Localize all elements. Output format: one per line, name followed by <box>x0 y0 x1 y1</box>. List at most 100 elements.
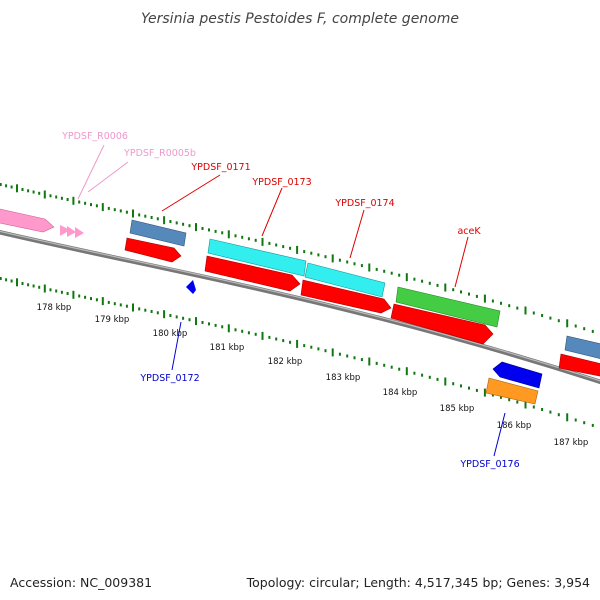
minor-tick <box>38 191 41 195</box>
major-tick <box>43 190 46 199</box>
minor-tick <box>532 311 535 315</box>
rrna-feature[interactable] <box>0 208 55 233</box>
minor-tick <box>413 371 416 375</box>
minor-tick <box>460 290 462 294</box>
major-tick <box>132 209 134 218</box>
gene-label-ypdsf-0171[interactable]: YPDSF_0171 <box>190 162 250 173</box>
callout-line <box>87 161 129 193</box>
cds-ypdsf-0173[interactable] <box>204 255 301 292</box>
cds-ypdsf-0171[interactable] <box>124 237 182 263</box>
minor-tick <box>532 405 535 409</box>
minor-tick <box>201 227 204 230</box>
minor-tick <box>55 195 58 199</box>
rrna-feature-small[interactable] <box>75 227 84 238</box>
minor-tick <box>201 321 204 324</box>
minor-tick <box>268 241 271 245</box>
minor-tick <box>549 410 552 414</box>
accession-text: Accession: NC_009381 <box>10 575 152 590</box>
minor-tick <box>60 290 63 294</box>
minor-tick <box>175 315 178 319</box>
gene-label-acek[interactable]: aceK <box>457 226 481 237</box>
minor-tick <box>268 335 271 339</box>
major-tick <box>72 290 75 299</box>
scale-label: 186 kbp <box>497 421 532 431</box>
gene-label-ypdsf-0174[interactable]: YPDSF_0174 <box>334 198 394 209</box>
scale-label: 184 kbp <box>383 388 418 398</box>
rrna-feature-small[interactable] <box>60 225 70 236</box>
minor-tick <box>156 217 159 221</box>
minor-tick <box>32 190 35 194</box>
minor-tick <box>460 384 462 388</box>
callout-line <box>77 144 105 200</box>
gene-steelblue-right[interactable] <box>564 335 600 361</box>
minor-tick <box>421 373 424 377</box>
minor-tick <box>360 264 363 268</box>
callout-line <box>161 174 221 212</box>
minor-tick <box>383 363 386 367</box>
gene-cyan-1[interactable] <box>207 238 307 277</box>
minor-tick <box>38 285 41 289</box>
major-tick <box>331 254 334 263</box>
scale-label: 180 kbp <box>153 329 188 339</box>
minor-tick <box>508 398 511 402</box>
gene-cyan-2[interactable] <box>304 262 386 298</box>
minor-tick <box>303 250 306 254</box>
minor-tick <box>289 340 292 344</box>
minor-tick <box>353 356 356 360</box>
minor-tick <box>338 258 341 262</box>
cds-ypdsf-0174[interactable] <box>300 279 392 314</box>
gene-acek[interactable] <box>395 286 501 328</box>
minor-tick <box>275 337 278 341</box>
minor-tick <box>574 418 577 422</box>
minor-tick <box>27 283 30 287</box>
major-tick <box>227 230 230 239</box>
minor-tick <box>95 204 98 208</box>
minor-tick <box>398 367 401 371</box>
major-tick <box>296 245 299 254</box>
minor-tick <box>338 352 341 356</box>
major-tick <box>331 348 334 357</box>
gene-label-ypdsf-r0005b[interactable]: YPDSF_R0005b <box>123 148 196 159</box>
major-tick <box>163 310 166 319</box>
major-tick <box>43 284 46 293</box>
major-tick <box>16 278 18 287</box>
gene-steelblue[interactable] <box>129 219 187 247</box>
gene-label-ypdsf-0176[interactable]: YPDSF_0176 <box>459 459 519 470</box>
minor-tick <box>254 238 257 242</box>
minor-tick <box>49 288 52 292</box>
minor-tick <box>21 188 24 191</box>
minor-tick <box>241 329 244 333</box>
minor-tick <box>5 184 8 188</box>
gene-blue-reverse[interactable] <box>492 361 543 389</box>
gene-label-ypdsf-r0006[interactable]: YPDSF_R0006 <box>61 131 128 142</box>
minor-tick <box>66 198 69 201</box>
major-tick <box>195 317 197 326</box>
minor-tick <box>95 298 98 302</box>
cds-acek[interactable] <box>390 303 494 345</box>
minor-tick <box>182 316 185 320</box>
minor-tick <box>221 325 224 329</box>
gene-label-ypdsf-0172[interactable]: YPDSF_0172 <box>139 373 199 384</box>
minor-tick <box>500 301 502 305</box>
scale-label: 178 kbp <box>37 303 72 313</box>
minor-tick <box>500 395 502 399</box>
gene-label-ypdsf-0173[interactable]: YPDSF_0173 <box>251 177 311 188</box>
minor-tick <box>49 194 52 198</box>
gene-ypdsf-0176[interactable] <box>485 377 539 405</box>
minor-tick <box>346 260 349 264</box>
minor-tick <box>398 273 401 277</box>
gene-ypdsf-0172[interactable] <box>186 280 196 294</box>
major-tick <box>368 357 371 366</box>
minor-tick <box>221 231 224 235</box>
minor-tick <box>452 288 455 292</box>
major-tick <box>405 367 408 376</box>
minor-tick <box>247 331 250 335</box>
rrna-feature-small[interactable] <box>67 226 76 237</box>
scale-label: 181 kbp <box>210 343 245 353</box>
minor-tick <box>182 222 185 226</box>
major-tick <box>163 216 166 225</box>
minor-tick <box>310 251 313 255</box>
minor-tick <box>541 314 544 317</box>
minor-tick <box>169 314 172 317</box>
cds-right[interactable] <box>558 353 600 378</box>
